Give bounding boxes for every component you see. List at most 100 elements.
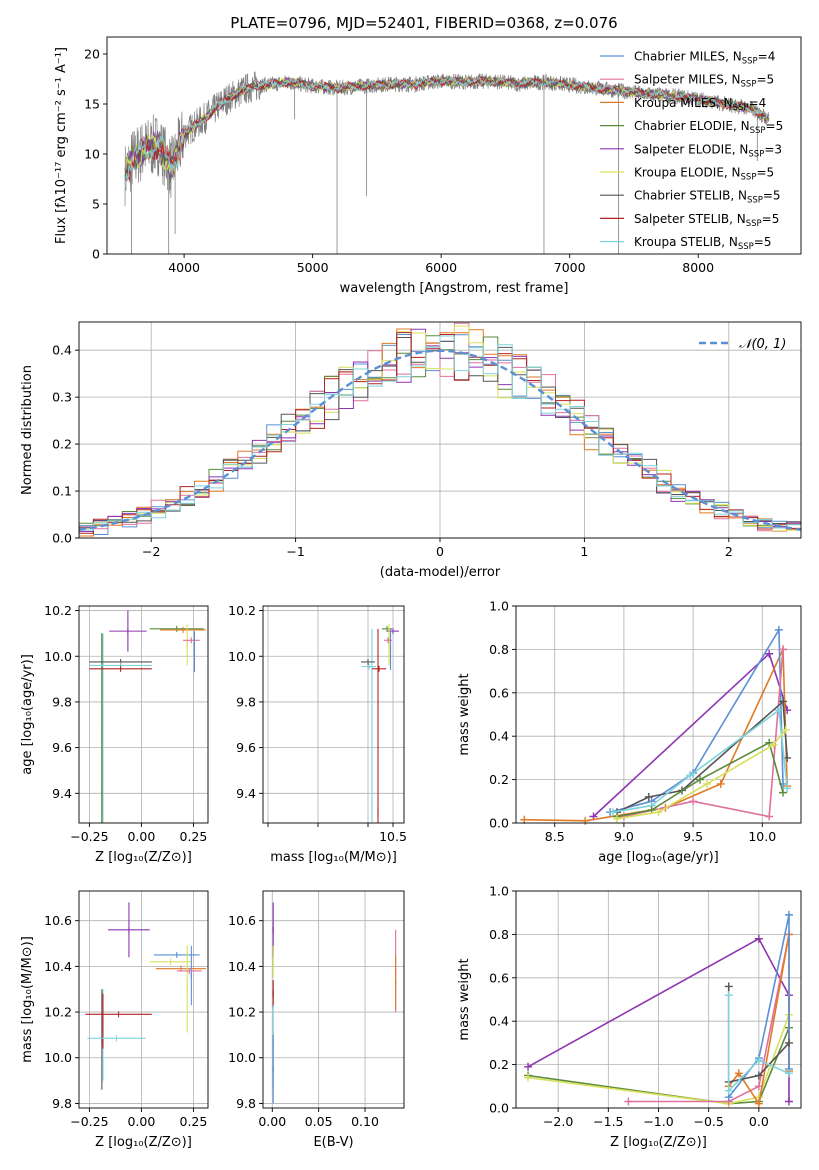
weight-marker [524,1073,533,1082]
weight-marker [724,982,733,991]
weight-marker [689,797,698,806]
legend-entry: Chabrier ELODIE, NSSP=5 [634,119,783,136]
y-axis-label: Flux [fλ10⁻¹⁷ erg cm⁻² s⁻¹ A⁻¹] [54,47,69,244]
x-tick-label: −1 [286,544,304,559]
legend-entry: Salpeter ELODIE, NSSP=3 [634,142,782,159]
x-tick-label: −1.0 [643,1114,673,1129]
weight-marker [644,792,653,801]
model-spectrum [124,75,770,177]
axes-frame [262,890,405,1109]
x-tick-label: −0.25 [70,1114,108,1129]
x-tick-label: 6000 [425,260,457,275]
weight-line [524,649,788,822]
weight-marker [779,697,788,706]
x-tick-label: 5000 [297,260,329,275]
weight-marker [608,808,617,817]
axes-frame [78,890,209,1109]
weight-marker [765,649,774,658]
weight-marker [686,771,695,780]
legend-entry: Chabrier STELIB, NSSP=5 [634,189,781,206]
y-tick-label: 9.6 [236,740,256,755]
weight-marker [754,934,763,943]
y-tick-label: 10.6 [228,913,256,928]
weight-marker [734,1069,743,1078]
y-tick-label: 0.4 [52,343,72,358]
x-tick-label: 0.25 [180,1114,208,1129]
mass_vs_ebv-axes: 0.00 0.05 0.10 9.8 10.0 10.2 10.4 10.6 E(B-V) [228,890,405,1150]
x-tick-label: 0.05 [305,1114,333,1129]
y-tick-label: 10.4 [44,959,72,974]
weight-line [728,914,790,1098]
axes-frame [78,605,209,824]
y-tick-label: 20 [84,47,100,62]
y-tick-label: 0 [92,247,100,262]
x-axis-label: wavelength [Angstrom, rest frame] [340,281,569,296]
x-tick-label: 9.5 [683,829,703,844]
weight_vs_Z-axes: −2.0 −1.5 −1.0 −0.5 0.0 0.0 0.2 0.4 0.6 0.8 1.0 Z [… [457,884,802,1150]
y-tick-label: 0.4 [489,729,509,744]
weight-marker [784,910,793,919]
y-axis-label: Normed distribution [20,365,35,495]
y-tick-label: 1.0 [489,599,509,614]
mass_vs_Z-axes: −0.25 0.00 0.25 9.8 10.0 10.2 10.4 10.6 Z [log₁₀… [20,890,209,1150]
y-tick-label: 9.4 [52,786,72,801]
age_vs_Z-axes: −0.25 0.00 0.25 9.4 9.6 9.8 10.0 10.2 Z [log₁₀(Z… [20,603,209,865]
y-tick-label: 10.0 [228,649,256,664]
x-tick-label: −0.5 [693,1114,723,1129]
x-tick-label: 1 [580,544,588,559]
y-tick-label: 9.6 [52,740,72,755]
weight-marker [624,1097,633,1106]
weight-marker [654,808,663,817]
y-tick-label: 5 [92,197,100,212]
y-tick-label: 9.8 [52,694,72,709]
x-tick-label: −2.0 [543,1114,573,1129]
x-tick-label: 0.00 [258,1114,286,1129]
weight-marker [754,1099,763,1108]
y-tick-label: 10.2 [44,1005,72,1020]
weight-line [527,1014,790,1105]
weight-marker [783,784,792,793]
legend-entry: Chabrier MILES, NSSP=4 [634,50,775,67]
x-tick-label: 4000 [168,260,200,275]
y-tick-label: 0.4 [489,1014,509,1029]
x-tick-label: −2 [142,544,160,559]
weight-marker [754,1056,763,1065]
spectrum-axes: 4000 5000 6000 7000 8000 0 5 10 15 20 wavelength [… [54,14,802,296]
y-tick-label: 9.4 [236,786,256,801]
x-tick-label: 0.00 [127,829,155,844]
y-axis-label: mass [log₁₀(M/M⊙)] [20,936,35,1063]
x-axis-label: Z [log₁₀(Z/Z⊙)] [610,1135,707,1150]
y-tick-label: 10.2 [44,603,72,618]
legend-entry: Salpeter STELIB, NSSP=5 [634,212,779,229]
y-tick-label: 0.0 [52,531,72,546]
y-tick-label: 0.2 [489,1057,509,1072]
x-axis-label: Z [log₁₀(Z/Z⊙)] [95,1135,192,1150]
chart-title: PLATE=0796, MJD=52401, FIBERID=0368, z=0… [230,14,617,32]
y-tick-label: 0.0 [489,816,509,831]
weight-marker [716,779,725,788]
y-tick-label: 0.0 [489,1101,509,1116]
y-tick-label: 10.2 [228,603,256,618]
y-tick-label: 10.2 [228,1005,256,1020]
x-axis-label: Z [log₁₀(Z/Z⊙)] [95,850,192,865]
y-axis-label: age [log₁₀(age/yr)] [20,654,35,775]
y-tick-label: 0.8 [489,927,509,942]
y-tick-label: 0.3 [52,390,72,405]
legend-entry: Kroupa MILES, NSSP=4 [634,96,766,113]
x-tick-label: 8.5 [545,829,565,844]
x-tick-label: 2 [725,544,733,559]
weight_vs_age-axes: 8.5 9.0 9.5 10.0 0.0 0.2 0.4 0.6 0.8 1.0 age [log₁… [457,599,802,865]
weight-marker [779,788,788,797]
model-spectrum [124,76,770,189]
y-tick-label: 0.2 [52,437,72,452]
y-tick-label: 10.0 [44,1050,72,1065]
y-tick-label: 0.6 [489,970,509,985]
weight-marker [581,816,590,825]
y-tick-label: 0.1 [52,484,72,499]
legend: Chabrier MILES, NSSP=4 Salpeter MILES, NS… [600,50,783,252]
x-axis-label: age [log₁₀(age/yr)] [598,850,719,865]
weight-marker [779,645,788,654]
y-tick-label: 9.8 [236,694,256,709]
x-tick-label: 0.0 [749,1114,769,1129]
